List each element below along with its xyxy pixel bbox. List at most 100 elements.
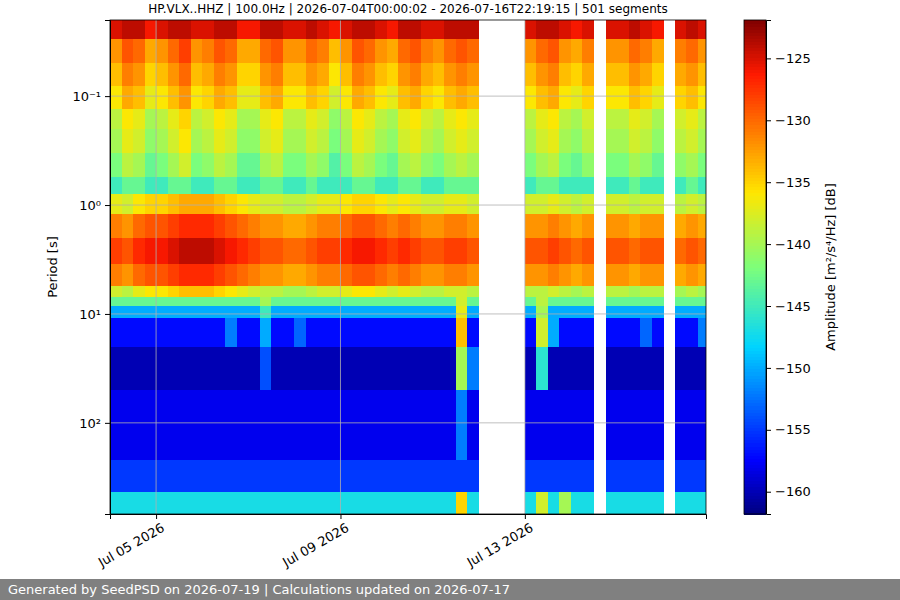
colorbar-swatch [744, 110, 766, 114]
heatmap-cell [421, 214, 433, 239]
heatmap-cell [640, 297, 652, 307]
colorbar-swatch [744, 125, 766, 129]
colorbar-swatch [744, 131, 766, 135]
heatmap-cell [456, 20, 468, 40]
heatmap-cell [686, 63, 698, 86]
heatmap-cell [179, 39, 191, 64]
colorbar-swatch [744, 106, 766, 110]
heatmap-cell [456, 39, 468, 64]
colorbar-swatch [744, 91, 766, 95]
heatmap-cell [329, 390, 341, 460]
heatmap-cell [306, 109, 318, 130]
heatmap-cell [410, 177, 422, 195]
heatmap-cell [202, 39, 214, 64]
heatmap-cell [179, 492, 191, 514]
heatmap-cell [191, 492, 203, 514]
heatmap-cell [145, 318, 157, 347]
heatmap-cell [225, 39, 237, 64]
y-tick-label: 10⁻¹ [72, 89, 101, 104]
heatmap-cell [340, 460, 352, 492]
heatmap-cell [202, 390, 214, 460]
heatmap-cell [133, 109, 145, 130]
heatmap-cell [283, 63, 295, 86]
heatmap-cell [133, 390, 145, 460]
heatmap-cell [433, 264, 445, 286]
y-tick: 10¹ [79, 307, 110, 322]
heatmap-cell [248, 129, 260, 153]
heatmap-cell [433, 318, 445, 347]
heatmap-cell [364, 39, 376, 64]
heatmap-cell [110, 264, 122, 286]
heatmap-cell [467, 214, 479, 239]
heatmap-cell [191, 390, 203, 460]
heatmap-cell [398, 194, 410, 214]
heatmap-cell [467, 286, 479, 298]
heatmap-cell [525, 347, 537, 391]
heatmap-cell [306, 86, 318, 109]
heatmap-cell [582, 214, 594, 239]
heatmap-cell [352, 214, 364, 239]
heatmap-cell [571, 238, 583, 265]
heatmap-cell [410, 264, 422, 286]
heatmap-cell [364, 390, 376, 460]
heatmap-cell [260, 153, 272, 178]
heatmap-cell [364, 109, 376, 130]
heatmap-cell [306, 177, 318, 195]
heatmap-cell [652, 129, 664, 153]
colorbar-swatch [744, 378, 766, 382]
colorbar-swatch [744, 45, 766, 49]
heatmap-cell [536, 129, 548, 153]
heatmap-cell [317, 214, 329, 239]
colorbar-swatch [744, 391, 766, 395]
heatmap-cell [306, 214, 318, 239]
heatmap-cell [421, 347, 433, 391]
heatmap-cell [444, 177, 456, 195]
heatmap-cell [317, 238, 329, 265]
colorbar-swatch [744, 415, 766, 419]
heatmap-cell [306, 318, 318, 347]
heatmap-cell [214, 214, 226, 239]
colorbar-swatch [744, 270, 766, 274]
heatmap-cell [364, 347, 376, 391]
heatmap-cell [168, 129, 180, 153]
heatmap-cell [202, 129, 214, 153]
heatmap-cell [156, 238, 168, 265]
heatmap-cell [387, 109, 399, 130]
heatmap-cell [156, 109, 168, 130]
heatmap-cell [168, 109, 180, 130]
heatmap-cell [271, 318, 283, 347]
heatmap-cell [329, 39, 341, 64]
heatmap-cell [260, 86, 272, 109]
heatmap-cell [122, 286, 134, 298]
heatmap-cell [698, 153, 706, 178]
colorbar-swatch [744, 245, 766, 249]
heatmap-cell [329, 194, 341, 214]
heatmap-cell [582, 129, 594, 153]
heatmap-cell [421, 306, 433, 319]
heatmap-cell [698, 297, 706, 307]
heatmap-cell [375, 177, 387, 195]
heatmap-cell [444, 194, 456, 214]
heatmap-cell [237, 306, 249, 319]
heatmap-cell [675, 39, 687, 64]
heatmap-cell [617, 264, 629, 286]
heatmap-cell [433, 129, 445, 153]
colorbar-swatch [744, 100, 766, 104]
heatmap-cell [168, 460, 180, 492]
heatmap-cell [698, 238, 706, 265]
colorbar-swatch [744, 165, 766, 169]
heatmap-cell [214, 297, 226, 307]
colorbar-swatch [744, 440, 766, 444]
heatmap-cell [467, 86, 479, 109]
heatmap-cell [179, 318, 191, 347]
heatmap-cell [133, 194, 145, 214]
heatmap-cell [179, 214, 191, 239]
heatmap-cell [248, 214, 260, 239]
heatmap-cell [675, 177, 687, 195]
heatmap-cell [536, 390, 548, 460]
heatmap-cell [191, 39, 203, 64]
heatmap-cell [122, 86, 134, 109]
heatmap-cell [456, 214, 468, 239]
heatmap-cell [329, 318, 341, 347]
heatmap-cell [214, 492, 226, 514]
